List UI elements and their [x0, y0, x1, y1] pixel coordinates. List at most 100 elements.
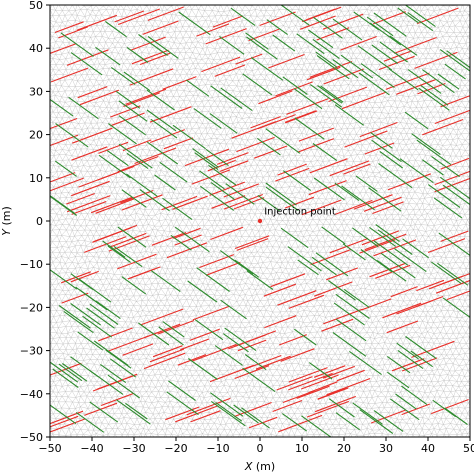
y-tick-label: −30	[20, 345, 43, 358]
fracture-segment	[174, 234, 202, 246]
fracture-segment	[334, 104, 365, 126]
fracture-segment	[437, 262, 469, 286]
fracture-segment	[314, 395, 356, 413]
fracture-segment	[250, 116, 281, 129]
fracture-segment	[245, 32, 269, 50]
fracture-segment	[387, 173, 431, 191]
fracture-segment	[154, 174, 176, 191]
x-tick-label: −30	[122, 442, 145, 455]
fracture-segment	[118, 143, 153, 169]
fracture-segment	[407, 69, 442, 94]
fracture-segment	[50, 269, 78, 290]
fracture-segment	[194, 319, 224, 341]
x-tick-label: 50	[463, 442, 474, 455]
fracture-segment	[427, 238, 466, 254]
fracture-segment	[225, 183, 255, 205]
fracture-segment	[146, 109, 177, 132]
x-tick-label: −20	[164, 442, 187, 455]
fracture-segment	[286, 98, 329, 115]
fracture-segment	[170, 234, 192, 251]
fracture-segment	[296, 385, 330, 399]
fracture-segment	[310, 84, 342, 108]
fracture-segment	[95, 300, 121, 320]
fracture-segment	[396, 79, 436, 95]
fracture-segment	[379, 41, 408, 63]
fracture-segment	[404, 111, 429, 130]
fracture-segment	[123, 71, 151, 92]
fracture-segment	[288, 372, 333, 391]
fracture-segment	[285, 110, 318, 124]
fracture-segment	[250, 57, 284, 81]
fracture-segment	[440, 230, 469, 242]
fracture-segment	[50, 362, 79, 383]
fracture-segment	[282, 170, 312, 191]
fracture-segment	[77, 331, 104, 351]
fracture-segment	[389, 35, 418, 56]
fracture-segment	[314, 281, 353, 297]
fracture-segment	[282, 390, 315, 404]
fracture-segment	[394, 248, 427, 273]
fracture-segment	[332, 18, 363, 41]
fracture-segment	[329, 160, 370, 177]
fracture-segment	[308, 362, 333, 380]
fracture-segment	[127, 268, 156, 280]
fracture-segment	[315, 51, 338, 68]
fracture-segment	[139, 52, 171, 66]
fracture-segment	[215, 401, 243, 422]
fracture-segment	[335, 199, 373, 215]
fracture-segment	[266, 19, 288, 36]
fracture-segment	[71, 180, 110, 197]
fracture-segment	[126, 47, 149, 63]
fracture-segment	[328, 86, 368, 103]
fracture-segment	[67, 195, 111, 213]
fracture-segment	[63, 310, 94, 334]
fracture-segment	[352, 402, 383, 425]
fracture-segment	[50, 415, 79, 428]
fracture-segment	[50, 177, 84, 192]
x-axis-ticks: −50 −40 −30 −20 −10 0 10 20 30 40 50	[38, 437, 474, 455]
fracture-segment	[301, 374, 339, 390]
fracture-segment	[126, 173, 158, 197]
y-tick-label: −20	[20, 301, 43, 314]
fracture-segment	[50, 98, 74, 117]
fracture-segment	[399, 158, 434, 184]
fracture-segment	[214, 64, 246, 77]
fracture-segment	[272, 34, 296, 52]
fracture-segment	[335, 318, 367, 342]
fracture-segment	[431, 261, 462, 285]
fracture-segment	[296, 33, 325, 55]
fracture-segment	[275, 167, 310, 182]
fracture-segment	[310, 248, 352, 266]
fracture-segment	[71, 146, 108, 161]
fracture-segment	[332, 59, 359, 79]
fracture-segment	[223, 333, 249, 353]
fracture-segment	[411, 340, 455, 358]
fracture-segment	[326, 267, 359, 281]
fracture-segment	[343, 288, 370, 308]
fracture-segment	[277, 163, 307, 176]
fracture-segment	[162, 76, 197, 90]
fracture-segment	[122, 139, 152, 152]
fracture-segment	[54, 21, 84, 34]
fracture-segment	[192, 343, 237, 362]
fracture-segment	[110, 66, 136, 86]
fracture-segment	[244, 354, 267, 371]
fracture-segment	[369, 22, 402, 46]
fracture-segment	[207, 159, 236, 172]
fracture-segment	[234, 259, 260, 278]
fracture-segment	[390, 286, 418, 298]
fracture-segment	[149, 348, 185, 363]
x-tick-label: 30	[379, 442, 393, 455]
x-tick-label: −10	[206, 442, 229, 455]
fracture-segment	[258, 90, 293, 105]
fracture-segment	[401, 385, 428, 406]
fracture-segment	[320, 85, 344, 103]
fracture-segment	[120, 189, 154, 204]
fracture-segment	[174, 226, 210, 253]
fracture-segment	[287, 246, 322, 272]
fracture-segment	[78, 278, 112, 303]
fracture-segment	[265, 128, 301, 154]
fracture-segment	[316, 27, 350, 41]
fracture-segment	[77, 86, 108, 99]
x-axis-label: X (m)	[244, 460, 275, 473]
